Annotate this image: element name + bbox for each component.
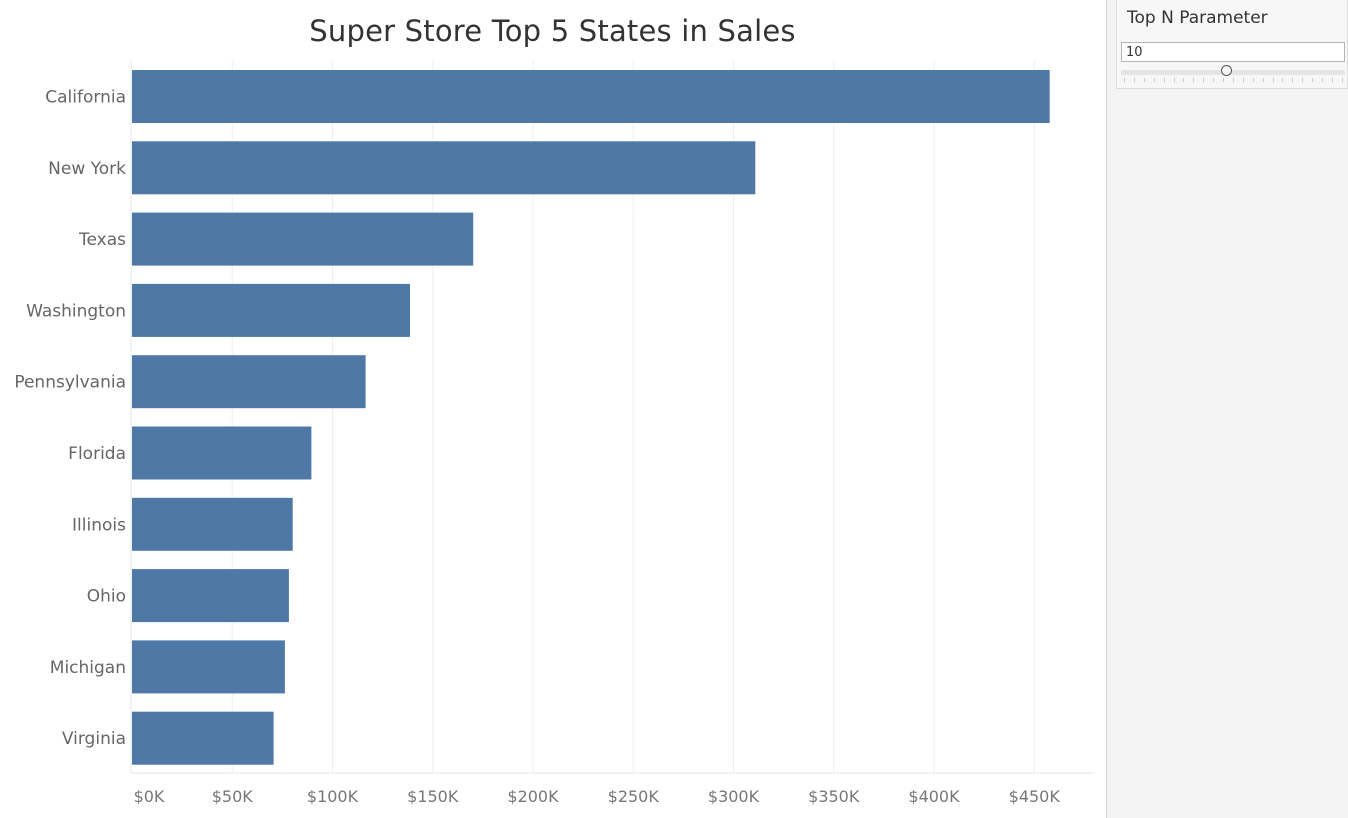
parameter-value-input[interactable] [1121, 42, 1345, 62]
category-label: Michigan [50, 658, 126, 678]
slider-tick [1252, 78, 1254, 82]
bar-florida[interactable] [132, 426, 312, 480]
category-label: Florida [68, 444, 126, 464]
slider-tick [1143, 78, 1145, 82]
x-tick-label: $250K [608, 787, 660, 806]
slider-tick [1183, 78, 1185, 82]
category-label: Texas [78, 230, 126, 250]
category-label: Illinois [72, 515, 126, 535]
slider-tick [1262, 78, 1264, 82]
slider-tick [1242, 78, 1244, 82]
category-label: California [45, 88, 126, 108]
x-tick-label: $150K [407, 787, 459, 806]
category-label: Washington [26, 301, 126, 321]
x-tick-label: $50K [212, 787, 254, 806]
bar-chart: California New York Texas Washington Pennsyl… [14, 61, 1094, 806]
bar-virginia[interactable] [132, 711, 274, 765]
slider-tick [1203, 78, 1205, 82]
slider-tick [1173, 78, 1175, 82]
category-label: Ohio [87, 587, 126, 607]
bar-california[interactable] [132, 70, 1050, 123]
parameter-title: Top N Parameter [1127, 8, 1268, 28]
chart-area: Super Store Top 5 States in Sales Califo… [14, 14, 1094, 806]
slider-tick [1133, 78, 1135, 82]
bar-pennsylvania[interactable] [132, 355, 366, 409]
parameter-slider-thumb[interactable] [1220, 65, 1232, 76]
category-label: Virginia [62, 729, 126, 749]
x-tick-label: $0K [134, 787, 165, 806]
bar-texas[interactable] [132, 212, 474, 266]
slider-tick [1163, 78, 1165, 82]
bar-washington[interactable] [132, 283, 410, 337]
bar-michigan[interactable] [132, 640, 285, 694]
x-tick-label: $350K [808, 787, 860, 806]
slider-tick [1193, 78, 1195, 82]
bar-ohio[interactable] [132, 569, 289, 623]
x-tick-label: $100K [307, 787, 359, 806]
x-tick-label: $300K [708, 787, 760, 806]
bar-new-york[interactable] [132, 141, 756, 195]
slider-tick [1302, 78, 1304, 82]
slider-tick [1213, 78, 1215, 82]
top-n-parameter-card: Top N Parameter [1116, 0, 1348, 89]
slider-tick [1153, 78, 1155, 82]
chart-title: Super Store Top 5 States in Sales [309, 14, 796, 48]
slider-tick [1232, 78, 1234, 82]
x-tick-label: $450K [1009, 787, 1061, 806]
slider-tick [1223, 78, 1224, 82]
slider-tick [1322, 78, 1323, 82]
bar-illinois[interactable] [132, 497, 293, 551]
slider-tick [1282, 78, 1284, 82]
category-label: New York [48, 159, 126, 179]
x-tick-label: $400K [908, 787, 960, 806]
slider-tick [1124, 78, 1125, 82]
slider-tick [1272, 78, 1274, 82]
x-tick-label: $200K [507, 787, 559, 806]
slider-tick [1331, 78, 1333, 82]
slider-tick [1312, 78, 1314, 82]
slider-tick [1292, 78, 1294, 82]
parameter-slider-track[interactable] [1121, 70, 1345, 75]
category-label: Pennsylvania [14, 373, 126, 393]
slider-tick [1341, 78, 1343, 82]
side-panel: Top N Parameter [1106, 0, 1348, 818]
